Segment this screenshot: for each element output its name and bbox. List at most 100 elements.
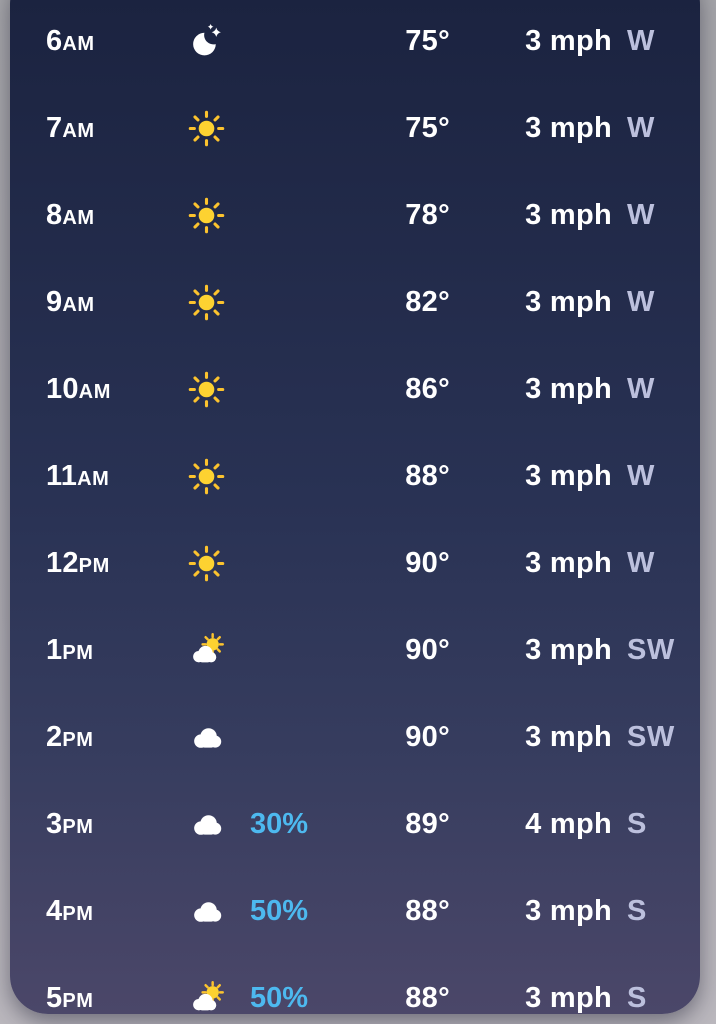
hour-period: PM — [62, 903, 94, 925]
hour-number: 9 — [46, 286, 63, 318]
hour-period: AM — [78, 381, 111, 403]
hour-label: 4 PM — [46, 895, 182, 928]
wind-direction: W — [627, 547, 655, 579]
hour-label: 1 PM — [46, 634, 182, 667]
hour-period: PM — [62, 642, 94, 664]
hourly-forecast-row: 1 PM 90° 3 mph SW — [10, 607, 700, 694]
hour-label: 12 PM — [46, 547, 182, 580]
hour-number: 12 — [46, 547, 79, 579]
wind-speed: 3 mph — [525, 25, 612, 57]
moon-stars-icon — [182, 23, 230, 60]
wind-speed: 3 mph — [525, 721, 612, 753]
sun-icon — [182, 371, 230, 408]
wind-direction: W — [627, 460, 655, 492]
wind-speed: 3 mph — [525, 112, 612, 144]
hourly-forecast-row: 9 AM 82° 3 mph W — [10, 259, 700, 346]
sun-icon — [182, 545, 230, 582]
hour-number: 8 — [46, 199, 63, 231]
hourly-forecast-row: 2 PM 90° 3 mph SW — [10, 694, 700, 781]
hour-number: 5 — [46, 982, 63, 1014]
wind-speed: 3 mph — [525, 286, 612, 318]
temperature-value: 88° — [405, 982, 450, 1014]
hour-label: 5 PM — [46, 982, 182, 1014]
wind-direction: W — [627, 199, 655, 231]
sun-icon — [182, 458, 230, 495]
sun-icon — [182, 197, 230, 234]
hourly-forecast-row: 8 AM 78° 3 mph W — [10, 172, 700, 259]
wind-direction: SW — [627, 634, 675, 666]
wind-speed: 3 mph — [525, 634, 612, 666]
hour-label: 11 AM — [46, 460, 182, 493]
temperature-value: 88° — [405, 895, 450, 927]
hour-number: 1 — [46, 634, 63, 666]
wind-direction: S — [627, 808, 647, 840]
wind-direction: W — [627, 373, 655, 405]
wind-direction: S — [627, 982, 647, 1014]
hourly-forecast-row: 7 AM 75° 3 mph W — [10, 85, 700, 172]
hour-label: 8 AM — [46, 199, 182, 232]
hour-label: 2 PM — [46, 721, 182, 754]
cloud-icon — [182, 719, 230, 756]
hourly-forecast-row: 3 PM 30% 89° 4 mph S — [10, 781, 700, 868]
hour-period: AM — [77, 468, 110, 490]
sun-cloud-icon — [182, 632, 230, 669]
wind-speed: 3 mph — [525, 547, 612, 579]
hourly-forecast-row: 11 AM 88° 3 mph W — [10, 433, 700, 520]
hour-number: 2 — [46, 721, 63, 753]
sun-icon — [182, 284, 230, 321]
wind-speed: 4 mph — [525, 808, 612, 840]
precipitation-chance: 50% — [250, 982, 309, 1014]
hour-period: AM — [62, 207, 95, 229]
wind-speed: 3 mph — [525, 460, 612, 492]
temperature-value: 86° — [405, 373, 450, 405]
hourly-forecast-row: 10 AM 86° 3 mph W — [10, 346, 700, 433]
temperature-value: 78° — [405, 199, 450, 231]
hour-label: 6 AM — [46, 25, 182, 58]
hour-number: 6 — [46, 25, 63, 57]
hour-period: PM — [62, 816, 94, 838]
hourly-forecast-row: 5 PM 50% 88° 3 mph S — [10, 955, 700, 1014]
hour-label: 10 AM — [46, 373, 182, 406]
hour-period: PM — [78, 555, 110, 577]
wind-speed: 3 mph — [525, 982, 612, 1014]
hour-number: 3 — [46, 808, 63, 840]
wind-speed: 3 mph — [525, 373, 612, 405]
hour-period: PM — [62, 990, 94, 1012]
wind-direction: S — [627, 895, 647, 927]
hour-period: AM — [62, 33, 95, 55]
wind-direction: W — [627, 286, 655, 318]
hour-number: 7 — [46, 112, 63, 144]
hour-number: 11 — [46, 460, 78, 492]
wind-direction: SW — [627, 721, 675, 753]
temperature-value: 82° — [405, 286, 450, 318]
hour-period: PM — [62, 729, 94, 751]
wind-direction: W — [627, 112, 655, 144]
hour-number: 10 — [46, 373, 79, 405]
hourly-forecast-row: 6 AM 75° 3 mph W — [10, 0, 700, 85]
hour-period: AM — [62, 294, 95, 316]
wind-speed: 3 mph — [525, 199, 612, 231]
temperature-value: 75° — [405, 25, 450, 57]
temperature-value: 88° — [405, 460, 450, 492]
sun-cloud-icon — [182, 980, 230, 1014]
wind-direction: W — [627, 25, 655, 57]
hour-label: 3 PM — [46, 808, 182, 841]
hour-number: 4 — [46, 895, 63, 927]
hour-period: AM — [62, 120, 95, 142]
temperature-value: 89° — [405, 808, 450, 840]
hourly-forecast-row: 4 PM 50% 88° 3 mph S — [10, 868, 700, 955]
temperature-value: 75° — [405, 112, 450, 144]
precipitation-chance: 50% — [250, 895, 309, 927]
sun-icon — [182, 110, 230, 147]
temperature-value: 90° — [405, 547, 450, 579]
hourly-forecast-list[interactable]: 6 AM 75° 3 mph W 7 AM 75° 3 mph W 8 AM 78° … — [10, 0, 700, 1014]
wind-speed: 3 mph — [525, 895, 612, 927]
cloud-icon — [182, 806, 230, 843]
temperature-value: 90° — [405, 634, 450, 666]
precipitation-chance: 30% — [250, 808, 309, 840]
hourly-forecast-row: 12 PM 90° 3 mph W — [10, 520, 700, 607]
cloud-icon — [182, 893, 230, 930]
hour-label: 7 AM — [46, 112, 182, 145]
temperature-value: 90° — [405, 721, 450, 753]
